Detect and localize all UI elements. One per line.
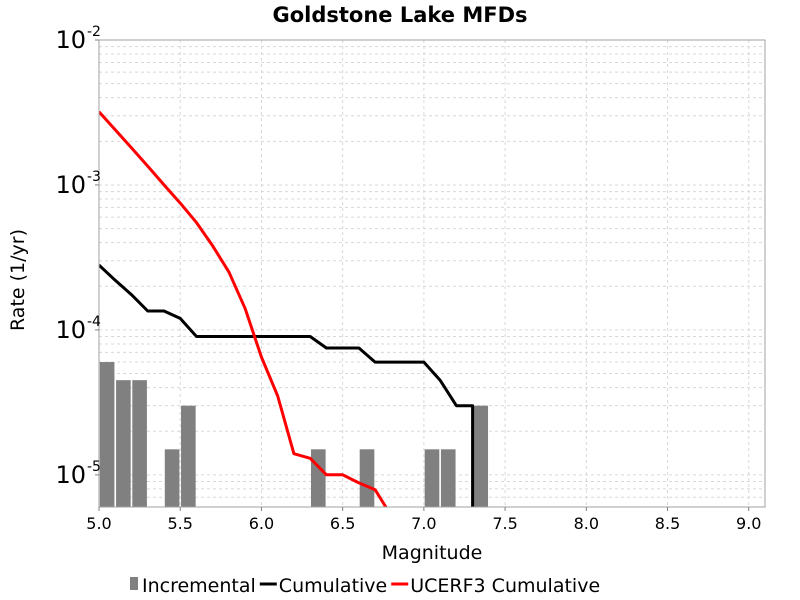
incremental-bar (116, 380, 131, 507)
grid (98, 40, 765, 508)
x-tick-label: 7.0 (411, 514, 436, 533)
y-tick-label-base: 10 (55, 26, 86, 54)
legend-swatch-incremental (130, 577, 138, 590)
y-tick-label-base: 10 (55, 461, 86, 489)
x-tick-label: 9.0 (736, 514, 761, 533)
incremental-bar (310, 449, 326, 507)
ucerf3-cumulative-line (99, 110, 388, 507)
legend-label-ucerf3-cumulative: UCERF3 Cumulative (410, 575, 600, 597)
y-tick-label-exponent: -2 (87, 24, 101, 40)
x-axis-label: Magnitude (382, 542, 483, 564)
legend: Incremental Cumulative UCERF3 Cumulative (130, 575, 600, 597)
y-tick-label-exponent: -5 (87, 459, 101, 475)
x-tick-label: 6.0 (249, 514, 274, 533)
legend-label-incremental: Incremental (142, 575, 256, 597)
x-tick-label: 5.0 (86, 514, 111, 533)
legend-label-cumulative: Cumulative (279, 575, 387, 597)
plot-frame (98, 39, 766, 508)
x-tick-label: 8.5 (655, 514, 680, 533)
incremental-bar (359, 449, 375, 507)
incremental-bar (181, 405, 196, 507)
incremental-bar (424, 449, 440, 507)
x-tick-label: 7.5 (492, 514, 517, 533)
incremental-bar (440, 449, 456, 507)
cumulative-line (99, 264, 475, 507)
y-axis-label: Rate (1/yr) (7, 229, 29, 331)
incremental-bar (99, 362, 115, 507)
y-tick-label-exponent: -3 (87, 169, 101, 185)
incremental-bar (164, 449, 180, 507)
y-tick-label-exponent: -4 (87, 314, 101, 330)
incremental-bars (99, 362, 489, 507)
chart-title: Goldstone Lake MFDs (272, 3, 527, 27)
x-tick-label: 6.5 (330, 514, 355, 533)
x-axis-ticks: 5.0 5.5 6.0 6.5 7.0 7.5 8.0 8.5 9.0 (86, 507, 761, 533)
series-lines (99, 110, 475, 507)
incremental-bar (473, 405, 489, 507)
y-axis-ticks: 10-510-410-310-2 (55, 24, 101, 489)
incremental-bar (132, 380, 147, 507)
x-tick-label: 5.5 (167, 514, 192, 533)
x-tick-label: 8.0 (574, 514, 599, 533)
y-tick-label-base: 10 (55, 171, 86, 199)
y-tick-label-base: 10 (55, 316, 86, 344)
